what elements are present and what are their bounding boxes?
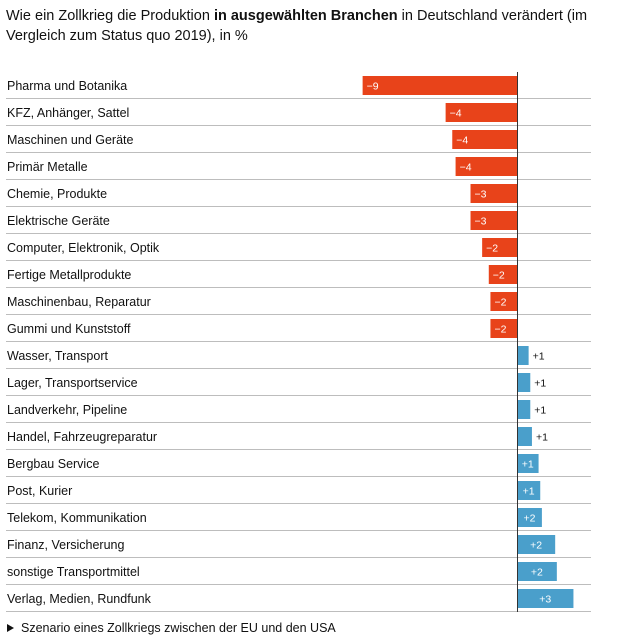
footnote-label: Szenario eines Zollkriegs zwischen der E… — [21, 621, 336, 635]
value-label: +1 — [534, 378, 546, 390]
value-label: −2 — [486, 243, 498, 255]
bar — [362, 76, 517, 95]
category-label: Primär Metalle — [7, 160, 88, 174]
category-label: Fertige Metallprodukte — [7, 268, 131, 282]
category-label: Post, Kurier — [7, 484, 72, 498]
bar — [517, 427, 532, 446]
bar — [517, 346, 529, 365]
bar — [482, 238, 517, 257]
category-label: Lager, Transportservice — [7, 376, 138, 390]
value-label: −4 — [460, 162, 472, 174]
category-label: Pharma und Botanika — [7, 79, 127, 93]
footnote[interactable]: Szenario eines Zollkriegs zwischen der E… — [7, 621, 336, 635]
play-triangle-icon — [7, 624, 14, 632]
bar — [452, 130, 517, 149]
value-label: −3 — [475, 189, 487, 201]
bar — [517, 562, 557, 581]
bar — [455, 157, 517, 176]
category-label: Handel, Fahrzeugreparatur — [7, 430, 157, 444]
value-label: +1 — [523, 486, 535, 498]
category-label: Wasser, Transport — [7, 349, 108, 363]
value-label: −3 — [475, 216, 487, 228]
bar — [517, 589, 574, 608]
value-label: +1 — [522, 459, 534, 471]
category-label: Landverkehr, Pipeline — [7, 403, 127, 417]
value-label: +3 — [539, 594, 551, 606]
bar — [517, 454, 539, 473]
category-label: Telekom, Kommunikation — [7, 511, 147, 525]
value-label: +2 — [531, 567, 543, 579]
value-label: +2 — [523, 513, 535, 525]
category-label: Maschinenbau, Reparatur — [7, 295, 151, 309]
title-bold: in ausgewählten Branchen — [213, 8, 398, 24]
chart-title: Wie ein Zollkrieg die Produktion in ausg… — [6, 6, 606, 46]
category-label: Maschinen und Geräte — [7, 133, 134, 147]
category-label: Verlag, Medien, Rundfunk — [7, 592, 152, 606]
value-label: +2 — [530, 540, 542, 552]
bar — [517, 508, 542, 527]
value-label: −2 — [494, 324, 506, 336]
value-label: −2 — [493, 270, 505, 282]
category-label: Gummi und Kunststoff — [7, 322, 131, 336]
title-part-1: Wie ein Zollkrieg die Produktion — [6, 8, 214, 24]
bar — [517, 400, 531, 419]
bar — [490, 292, 517, 311]
category-label: sonstige Transportmittel — [7, 565, 140, 579]
bar — [470, 211, 517, 230]
bar — [490, 319, 517, 338]
value-label: +1 — [536, 432, 548, 444]
bar — [517, 373, 531, 392]
title-part-2: in Deutschland verändert (im Vergleich z… — [6, 8, 588, 44]
category-label: KFZ, Anhänger, Sattel — [7, 106, 129, 120]
category-label: Bergbau Service — [7, 457, 99, 471]
value-label: −2 — [494, 297, 506, 309]
value-label: +1 — [533, 351, 545, 363]
value-label: +1 — [534, 405, 546, 417]
category-label: Elektrische Geräte — [7, 214, 110, 228]
bar — [445, 103, 517, 122]
value-label: −9 — [367, 81, 379, 93]
value-label: −4 — [450, 108, 462, 120]
category-label: Finanz, Versicherung — [7, 538, 124, 552]
category-label: Computer, Elektronik, Optik — [7, 241, 160, 255]
value-label: −4 — [456, 135, 468, 147]
bar — [488, 265, 517, 284]
bar — [470, 184, 517, 203]
bar — [517, 481, 541, 500]
category-label: Chemie, Produkte — [7, 187, 107, 201]
bar — [517, 535, 556, 554]
